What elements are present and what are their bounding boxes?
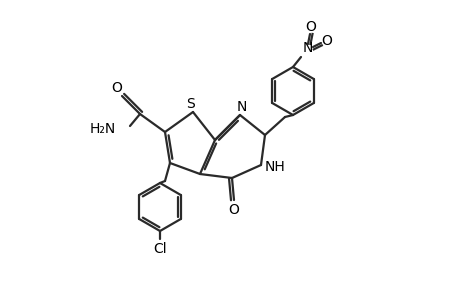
Text: N: N (302, 41, 313, 55)
Text: O: O (305, 20, 316, 34)
Text: Cl: Cl (153, 242, 167, 256)
Text: O: O (112, 81, 122, 95)
Text: O: O (228, 203, 239, 217)
Text: N: N (236, 100, 246, 114)
Text: H₂N: H₂N (90, 122, 116, 136)
Text: O: O (321, 34, 332, 48)
Text: S: S (186, 97, 195, 111)
Text: NH: NH (264, 160, 285, 174)
